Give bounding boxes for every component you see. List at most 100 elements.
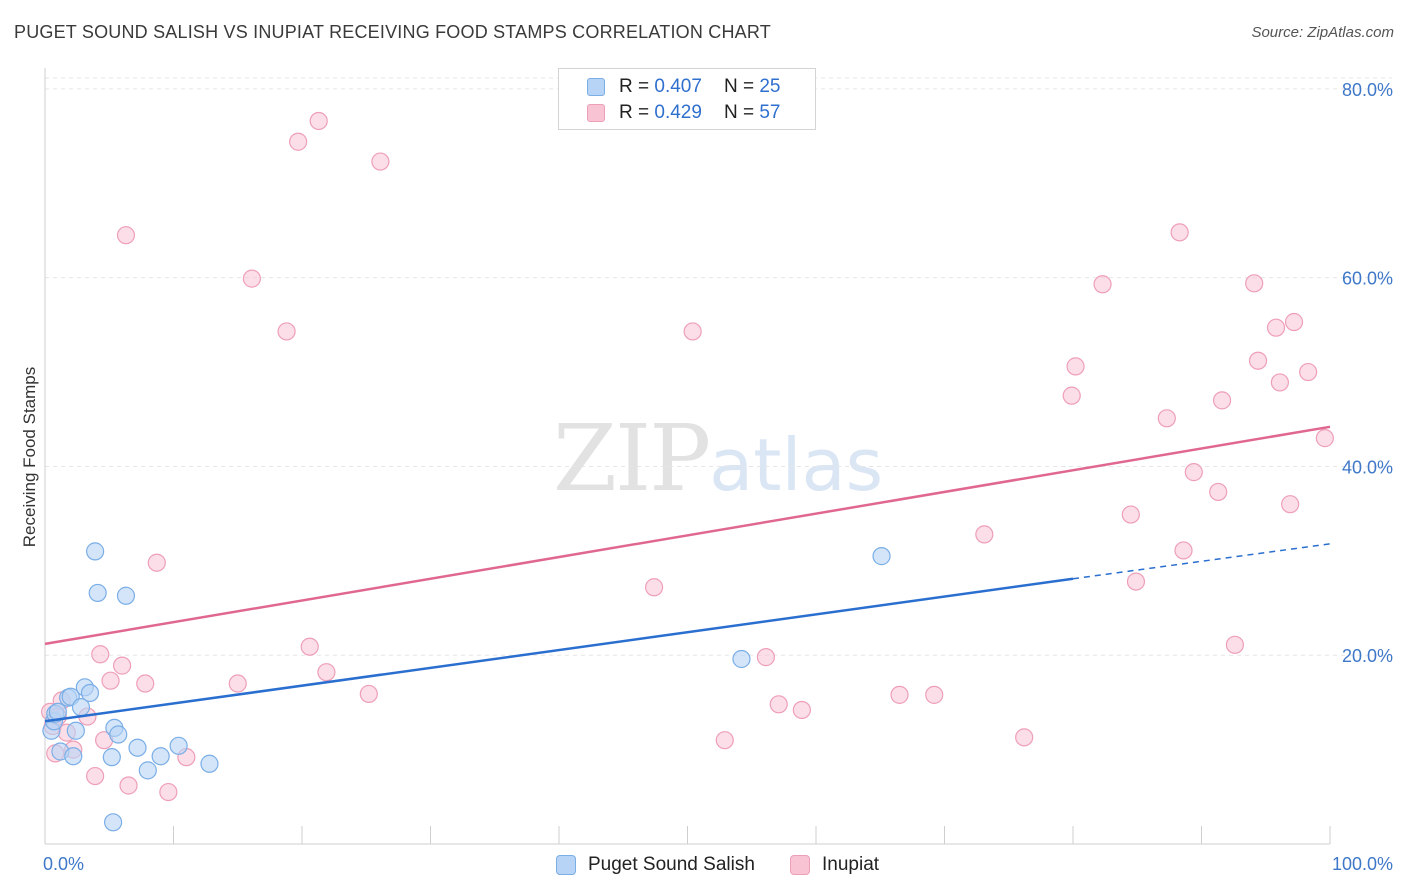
point-inupiat [890, 685, 909, 704]
point-inupiat [116, 226, 136, 245]
point-puget-sound-salish [102, 748, 121, 767]
point-puget-sound-salish [66, 721, 85, 740]
source-credit: Source: ZipAtlas.com [1251, 24, 1394, 41]
point-inupiat [1284, 312, 1304, 332]
legend-n-value: 57 [759, 102, 781, 123]
point-puget-sound-salish [151, 747, 170, 766]
y-tick-label: 60.0% [1342, 269, 1393, 289]
legend-row-inupiat: R = 0.429 N = 57 [587, 101, 780, 125]
point-inupiat [371, 152, 390, 171]
point-inupiat [756, 648, 775, 667]
correlation-legend: R = 0.407 N = 25 R = 0.429 N = 57 [558, 68, 816, 130]
point-puget-sound-salish [86, 542, 105, 561]
point-inupiat [1212, 391, 1232, 410]
point-puget-sound-salish [138, 761, 157, 780]
trend-line-puget-sound-salish [44, 577, 1074, 723]
series-puget-sound-salish [42, 542, 891, 832]
chart-title: PUGET SOUND SALISH VS INUPIAT RECEIVING … [14, 22, 771, 42]
point-inupiat [242, 269, 261, 288]
point-inupiat [792, 700, 811, 720]
point-puget-sound-salish [88, 583, 107, 603]
trend-line-inupiat [44, 425, 1331, 646]
legend-swatch-salish [587, 78, 605, 96]
point-inupiat [1245, 274, 1264, 293]
point-puget-sound-salish [104, 813, 123, 832]
point-inupiat [309, 111, 328, 131]
point-puget-sound-salish [109, 725, 128, 744]
bottom-legend-label-inupiat: Inupiat [822, 854, 880, 875]
point-inupiat [1121, 505, 1140, 524]
grid-lines [45, 77, 1392, 656]
bottom-legend-inupiat: Inupiat [790, 852, 879, 878]
y-tick-label: 40.0% [1342, 457, 1393, 477]
point-inupiat [1266, 318, 1286, 337]
trend-line-puget-sound-salish-projection [1072, 543, 1331, 580]
point-puget-sound-salish [872, 547, 891, 566]
point-inupiat [769, 695, 788, 714]
point-inupiat [1225, 635, 1245, 654]
x-tick-label-max: 100.0% [1332, 854, 1393, 874]
series-inupiat [41, 111, 1334, 802]
point-inupiat [136, 674, 155, 693]
point-inupiat [289, 132, 308, 151]
point-inupiat [1248, 351, 1268, 370]
point-inupiat [147, 553, 166, 572]
bottom-legend-swatch-inupiat [790, 855, 810, 875]
point-inupiat [86, 766, 105, 786]
bottom-legend-label-salish: Puget Sound Salish [588, 854, 755, 875]
legend-row-salish: R = 0.407 N = 25 [587, 75, 780, 99]
point-inupiat [1184, 463, 1203, 482]
point-inupiat [317, 663, 336, 682]
point-inupiat [975, 525, 994, 544]
legend-r-label: R = [619, 76, 650, 97]
point-inupiat [1170, 223, 1189, 242]
legend-swatch-inupiat [587, 104, 605, 122]
point-inupiat [1093, 275, 1112, 294]
watermark-zip: ZIP [553, 405, 711, 512]
watermark: ZIPatlas [553, 405, 883, 512]
point-puget-sound-salish [732, 649, 751, 669]
bottom-legend-salish: Puget Sound Salish [556, 852, 755, 878]
point-inupiat [1062, 386, 1081, 405]
point-puget-sound-salish [128, 738, 147, 757]
point-inupiat [101, 671, 120, 690]
point-inupiat [112, 656, 132, 675]
point-inupiat [277, 322, 296, 341]
x-tick-label-min: 0.0% [43, 854, 84, 874]
legend-r-value: 0.407 [654, 76, 702, 97]
legend-n-label: N = [723, 76, 755, 97]
legend-n-label: N = [723, 102, 755, 123]
point-puget-sound-salish [116, 586, 136, 605]
point-inupiat [1015, 728, 1034, 747]
point-puget-sound-salish [169, 736, 188, 755]
point-inupiat [715, 731, 734, 750]
point-inupiat [683, 322, 702, 341]
point-inupiat [1126, 572, 1146, 591]
point-inupiat [300, 637, 319, 656]
legend-r-value: 0.429 [654, 102, 702, 123]
bottom-legend-swatch-salish [556, 855, 576, 875]
point-inupiat [359, 684, 378, 704]
axes [44, 68, 1331, 845]
y-tick-label: 80.0% [1342, 80, 1393, 100]
point-inupiat [1209, 482, 1228, 502]
point-puget-sound-salish [64, 747, 83, 766]
point-inupiat [1066, 357, 1085, 376]
point-inupiat [1281, 495, 1300, 514]
point-inupiat [1299, 362, 1318, 382]
point-inupiat [91, 645, 110, 664]
trend-lines [44, 425, 1331, 723]
watermark-atlas: atlas [709, 423, 884, 507]
point-puget-sound-salish [200, 754, 219, 773]
point-inupiat [228, 674, 247, 693]
point-inupiat [159, 782, 178, 802]
point-inupiat [1157, 409, 1176, 428]
point-puget-sound-salish [80, 683, 100, 703]
point-inupiat [644, 578, 664, 597]
legend-n-value: 25 [759, 76, 781, 97]
legend-r-label: R = [619, 102, 650, 123]
point-inupiat [1270, 373, 1289, 392]
point-inupiat [119, 776, 138, 795]
tick-labels: 20.0% 40.0% 60.0% 80.0% 0.0% 100.0% [43, 80, 1393, 874]
